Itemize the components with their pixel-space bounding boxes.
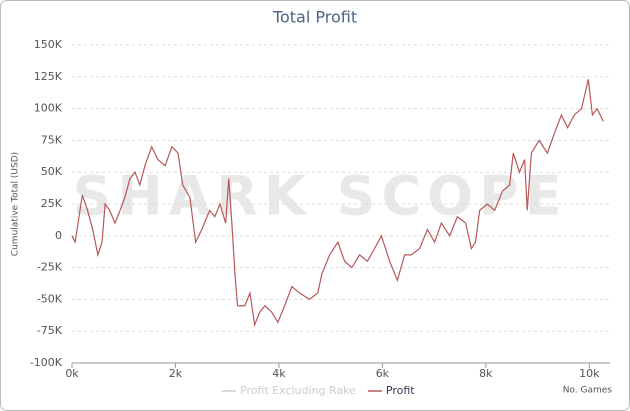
x-axis-label: No. Games <box>563 386 613 396</box>
y-tick-label: 0 <box>55 229 62 242</box>
y-axis-label: Cumulative Total (USD) <box>11 152 21 256</box>
y-tick-label: 25K <box>41 197 63 210</box>
y-tick-label: 125K <box>34 70 63 83</box>
y-tick-label: -25K <box>37 261 63 274</box>
chart-title: Total Profit <box>272 8 357 27</box>
watermark: SHARK SCOPE <box>73 165 568 228</box>
x-tick-label: 4k <box>272 367 286 380</box>
y-tick-label: 150K <box>34 38 63 51</box>
y-tick-label: 100K <box>34 102 63 115</box>
x-tick-label: 2k <box>169 367 183 380</box>
legend-label: Profit Excluding Rake <box>240 384 356 397</box>
x-tick-label: 0k <box>65 367 79 380</box>
line-series <box>71 79 604 328</box>
y-tick-label: -100K <box>30 356 63 369</box>
x-tick-label: 6k <box>376 367 390 380</box>
x-tick-label: 8k <box>479 367 493 380</box>
y-tick-label: -50K <box>37 292 63 305</box>
legend-label: Profit <box>386 384 415 397</box>
y-tick-label: 50K <box>41 165 63 178</box>
x-tick-label: 10k <box>579 367 600 380</box>
y-tick-label: -75K <box>37 324 63 337</box>
y-tick-label: 75K <box>41 133 63 146</box>
